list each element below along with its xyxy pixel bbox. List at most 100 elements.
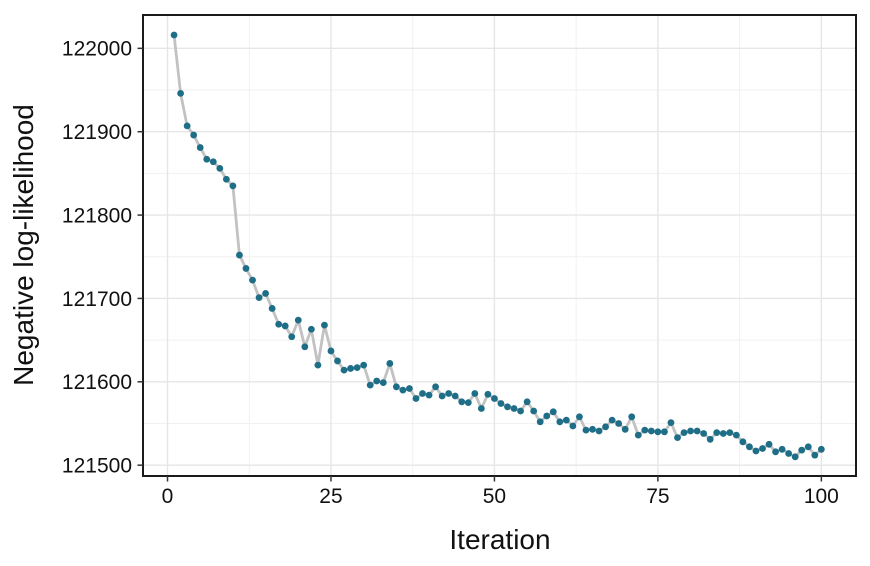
data-point — [543, 412, 551, 420]
data-point — [674, 434, 681, 442]
data-point — [451, 392, 459, 400]
data-point — [301, 343, 309, 351]
x-tick-label: 50 — [483, 485, 506, 508]
data-point — [399, 386, 407, 394]
data-point — [608, 416, 616, 424]
x-tick-label: 0 — [162, 485, 174, 508]
data-point — [177, 89, 184, 97]
series-line — [172, 33, 823, 459]
data-point — [242, 265, 250, 272]
data-point — [713, 429, 721, 437]
data-point — [504, 403, 511, 411]
data-point — [536, 418, 544, 426]
data-point — [687, 427, 694, 435]
y-tick-label: 122000 — [62, 38, 132, 61]
data-point — [196, 144, 204, 151]
data-point — [484, 390, 492, 398]
data-point — [778, 445, 786, 453]
data-point — [752, 447, 760, 455]
data-point — [765, 440, 773, 448]
data-point — [798, 446, 806, 454]
data-point — [804, 443, 812, 451]
data-point — [615, 420, 623, 427]
y-tick-label: 121700 — [62, 288, 132, 311]
data-point — [340, 366, 348, 374]
data-point — [562, 416, 570, 424]
data-point — [347, 365, 354, 372]
data-point — [314, 361, 322, 369]
data-point — [360, 361, 368, 369]
data-point — [373, 377, 381, 385]
data-point — [530, 407, 538, 415]
data-point — [327, 347, 335, 355]
data-point — [517, 407, 524, 415]
data-point — [772, 448, 779, 456]
data-point — [654, 428, 662, 436]
data-point — [759, 445, 766, 452]
data-point — [379, 379, 387, 387]
y-tick-label: 121800 — [62, 204, 132, 227]
data-point — [628, 413, 636, 421]
data-point — [477, 405, 485, 412]
data-series-layer — [170, 31, 825, 461]
data-point — [425, 391, 433, 399]
data-point — [406, 385, 413, 392]
data-point — [693, 427, 701, 435]
data-point — [438, 392, 446, 400]
panel-border — [142, 14, 857, 477]
data-point — [275, 320, 283, 328]
data-point — [582, 426, 590, 434]
data-point — [464, 399, 472, 407]
x-tick-label: 25 — [319, 485, 342, 508]
data-point — [726, 429, 734, 437]
data-point — [222, 175, 230, 183]
data-point — [458, 398, 466, 406]
data-point — [739, 438, 747, 446]
data-point — [523, 398, 531, 406]
data-point — [647, 427, 655, 435]
data-point — [791, 453, 799, 461]
data-point — [249, 276, 256, 284]
data-point — [386, 360, 394, 367]
x-tick-label: 75 — [646, 485, 669, 508]
data-point — [569, 422, 577, 430]
y-tick-label: 121900 — [62, 121, 132, 144]
x-tick-label: 100 — [804, 485, 839, 508]
data-point — [497, 400, 505, 407]
data-point — [170, 31, 178, 39]
data-point — [785, 450, 793, 457]
data-point — [680, 429, 688, 437]
data-point — [719, 430, 727, 437]
data-point — [203, 155, 211, 163]
data-point — [706, 435, 714, 443]
data-point — [412, 395, 420, 402]
data-point — [190, 131, 198, 139]
data-point — [445, 390, 453, 397]
data-point — [746, 443, 753, 451]
data-point — [732, 431, 740, 439]
data-point — [576, 413, 583, 421]
data-point — [236, 251, 243, 259]
data-point — [641, 426, 649, 434]
data-point — [817, 445, 825, 453]
data-point — [811, 451, 819, 459]
data-point — [268, 305, 276, 312]
data-point — [471, 390, 479, 397]
data-point — [281, 322, 289, 330]
y-axis-title: Negative log-likelihood — [8, 104, 39, 386]
x-axis-title: Iteration — [449, 524, 550, 555]
data-point — [229, 182, 237, 190]
data-point — [334, 357, 341, 365]
data-point — [595, 427, 603, 435]
data-point — [661, 428, 668, 436]
data-point — [602, 423, 609, 431]
data-point — [288, 333, 296, 341]
data-point — [556, 418, 564, 426]
data-point — [183, 122, 191, 130]
data-point — [667, 419, 675, 427]
axis-layer: 0 25 50 75 100 121500 121600 121700 121800 121900… — [62, 14, 857, 508]
data-point — [392, 383, 400, 391]
data-point — [700, 430, 708, 437]
gridline-layer — [143, 15, 856, 476]
